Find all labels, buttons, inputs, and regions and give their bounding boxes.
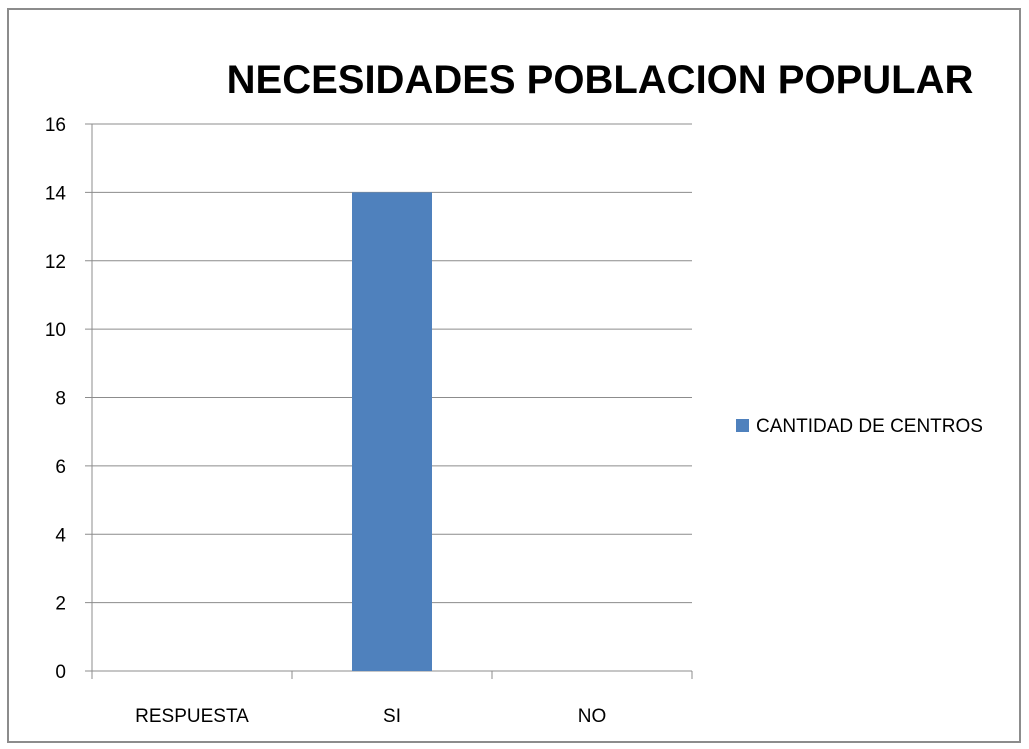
y-tick-label: 6 — [55, 457, 66, 478]
legend-swatch — [736, 419, 749, 432]
chart-frame — [7, 8, 1021, 743]
y-tick-label: 10 — [45, 320, 66, 341]
y-tick-label: 0 — [55, 662, 66, 683]
legend-label: CANTIDAD DE CENTROS — [756, 416, 983, 437]
y-tick-label: 14 — [45, 183, 67, 204]
y-tick-label: 4 — [55, 525, 66, 546]
chart-title: NECESIDADES POBLACION POPULAR — [227, 58, 974, 102]
bar-si — [352, 192, 432, 671]
bars — [352, 192, 432, 671]
x-axis-ticks: RESPUESTA SI NO — [135, 706, 606, 727]
legend: CANTIDAD DE CENTROS — [736, 416, 983, 437]
x-tick-label: RESPUESTA — [135, 706, 249, 727]
y-tick-label: 16 — [45, 115, 66, 136]
y-tick-label: 12 — [45, 252, 66, 273]
x-tick-label: SI — [383, 706, 401, 727]
y-tick-label: 2 — [55, 594, 66, 615]
y-tick-label: 8 — [55, 389, 66, 410]
x-tick-label: NO — [578, 706, 607, 727]
y-axis-ticks: 0 2 4 6 8 10 12 14 16 — [45, 115, 67, 683]
